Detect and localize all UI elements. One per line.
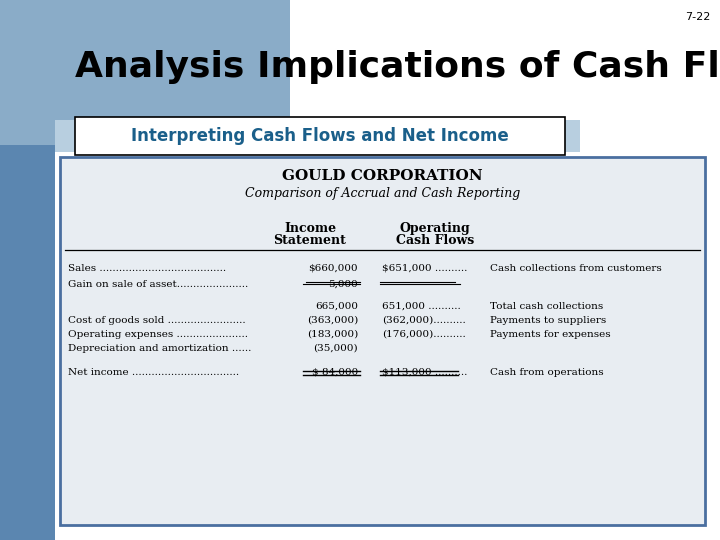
Text: 5,000: 5,000 [328,280,358,289]
Text: Comparison of Accrual and Cash Reporting: Comparison of Accrual and Cash Reporting [245,187,520,200]
Text: Depreciation and amortization ......: Depreciation and amortization ...... [68,344,251,353]
Bar [0,0,290,145]
Text: Income: Income [284,222,336,235]
Text: 665,000: 665,000 [315,302,358,311]
Text: GOULD CORPORATION: GOULD CORPORATION [282,169,483,183]
Text: Sales .......................................: Sales ..................................… [68,264,226,273]
Text: Payments to suppliers: Payments to suppliers [490,316,606,325]
Text: (35,000): (35,000) [313,344,358,353]
Text: 7-22: 7-22 [685,12,710,22]
Text: (176,000)..........: (176,000).......... [382,330,466,339]
Text: (183,000): (183,000) [307,330,358,339]
Text: Payments for expenses: Payments for expenses [490,330,611,339]
Text: $ 84,000: $ 84,000 [312,368,358,377]
Text: Net income .................................: Net income .............................… [68,368,239,377]
Bar [75,117,565,155]
Text: Cost of goods sold ........................: Cost of goods sold .....................… [68,316,246,325]
Text: (363,000): (363,000) [307,316,358,325]
Bar [60,157,705,525]
Text: Operating expenses ......................: Operating expenses .....................… [68,330,248,339]
Bar [55,120,580,152]
Text: Cash from operations: Cash from operations [490,368,603,377]
Bar [0,0,55,540]
Text: (362,000)..........: (362,000).......... [382,316,466,325]
Text: Operating: Operating [400,222,470,235]
Text: Analysis Implications of Cash Flows: Analysis Implications of Cash Flows [75,50,720,84]
Text: Interpreting Cash Flows and Net Income: Interpreting Cash Flows and Net Income [131,127,509,145]
Text: $660,000: $660,000 [308,264,358,273]
Text: 651,000 ..........: 651,000 .......... [382,302,461,311]
Text: $113,000 ..........: $113,000 .......... [382,368,467,377]
Text: Cash collections from customers: Cash collections from customers [490,264,662,273]
Text: Gain on sale of asset......................: Gain on sale of asset...................… [68,280,248,289]
Text: Total cash collections: Total cash collections [490,302,603,311]
Text: Cash Flows: Cash Flows [396,234,474,247]
Text: $651,000 ..........: $651,000 .......... [382,264,467,273]
Text: Statement: Statement [274,234,346,247]
